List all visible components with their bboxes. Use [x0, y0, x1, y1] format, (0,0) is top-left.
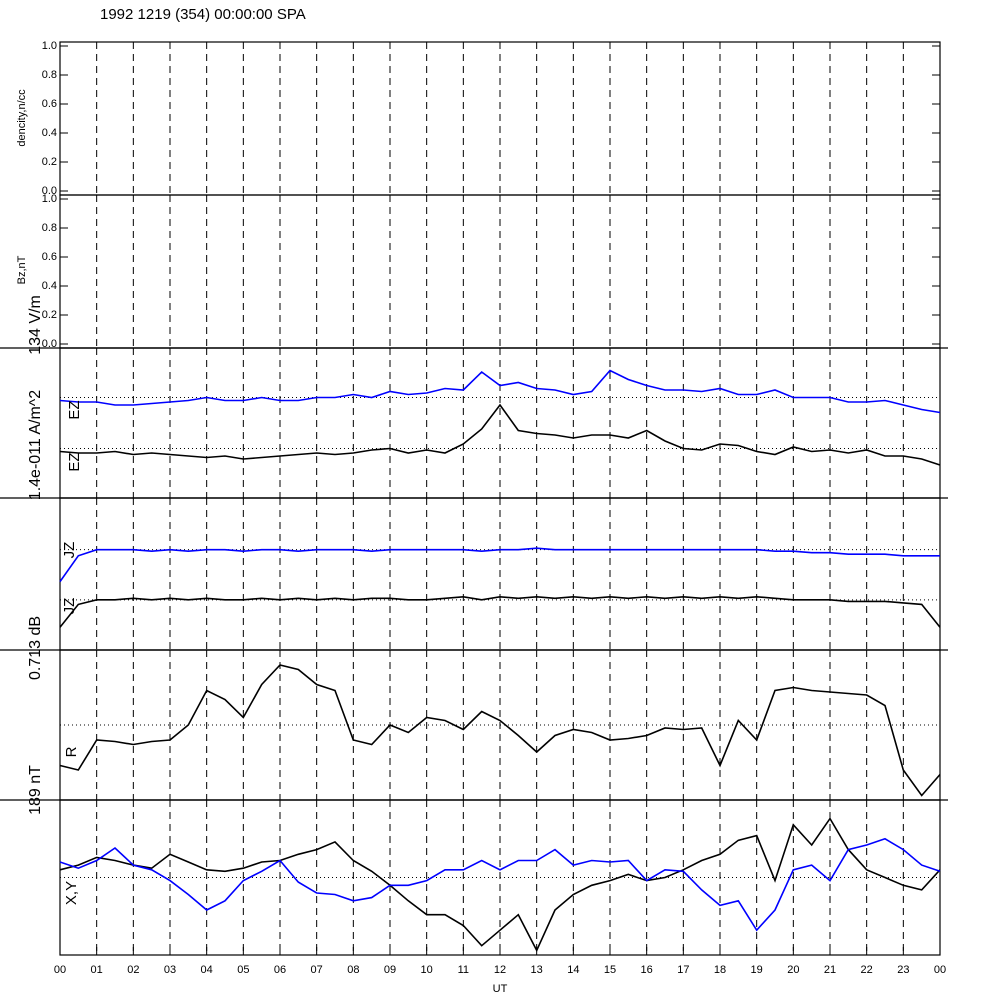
y-tick-label: 0.4: [42, 280, 57, 292]
x-tick-label: 01: [91, 964, 103, 976]
y-tick-label: 0.6: [42, 251, 57, 263]
trace: [59, 369, 941, 414]
x-tick-label: 09: [384, 964, 396, 976]
trace: [59, 664, 941, 797]
y-tick-label: 0.8: [42, 222, 57, 234]
trace: [59, 403, 941, 466]
x-tick-label: 14: [567, 964, 579, 976]
x-tick-label: 04: [201, 964, 213, 976]
x-tick-label: 21: [824, 964, 836, 976]
y-axis-label: 189 nT: [27, 765, 44, 815]
x-tick-label: 11: [458, 964, 469, 976]
series-label: JZ: [61, 542, 78, 559]
x-tick-label: 00: [934, 964, 946, 976]
y-tick-label: 0.0: [42, 338, 57, 350]
x-tick-label: 02: [127, 964, 139, 976]
y-tick-label: 0.8: [42, 69, 57, 81]
x-axis-label: UT: [493, 983, 508, 995]
x-tick-label: 12: [494, 964, 506, 976]
y-tick-label: 0.2: [42, 156, 57, 168]
x-tick-label: 08: [347, 964, 359, 976]
x-tick-label: 22: [861, 964, 873, 976]
x-tick-label: 06: [274, 964, 286, 976]
series-label: EZ: [66, 400, 83, 419]
x-tick-label: 05: [237, 964, 249, 976]
y-tick-label: 0.0: [42, 185, 57, 197]
trace: [59, 595, 941, 628]
y-tick-label: 1.0: [42, 193, 57, 205]
x-tick-label: 16: [641, 964, 653, 976]
y-axis-label: 0.713 dB: [27, 616, 44, 680]
series-label: JZ: [61, 598, 78, 615]
series-label: EZ: [66, 452, 83, 471]
trace: [59, 837, 941, 932]
x-tick-label: 10: [421, 964, 433, 976]
y-axis-label: dencity,n/cc: [16, 89, 28, 147]
trace: [59, 547, 940, 583]
series-label: R: [63, 746, 80, 757]
x-tick-label: 17: [677, 964, 689, 976]
x-tick-label: 18: [714, 964, 726, 976]
panel-label: X,Y: [63, 881, 80, 905]
y-tick-label: 0.4: [42, 127, 57, 139]
plot-title: 1992 1219 (354) 00:00:00 SPA: [100, 6, 306, 23]
y-axis-label: 1.4e-011 A/m^2: [27, 390, 44, 500]
x-tick-label: 20: [787, 964, 799, 976]
y-axis-label: Bz,nT: [16, 255, 28, 284]
x-tick-label: 13: [531, 964, 543, 976]
y-axis-label: 134 V/m: [27, 295, 44, 355]
x-tick-label: 03: [164, 964, 176, 976]
trace: [59, 817, 941, 953]
x-tick-label: 07: [311, 964, 323, 976]
x-tick-label: 19: [751, 964, 763, 976]
y-tick-label: 0.6: [42, 98, 57, 110]
x-tick-label: 23: [897, 964, 909, 976]
y-tick-label: 0.2: [42, 309, 57, 321]
x-tick-label: 15: [604, 964, 616, 976]
y-tick-label: 1.0: [42, 40, 57, 52]
x-tick-label: 00: [54, 964, 66, 976]
